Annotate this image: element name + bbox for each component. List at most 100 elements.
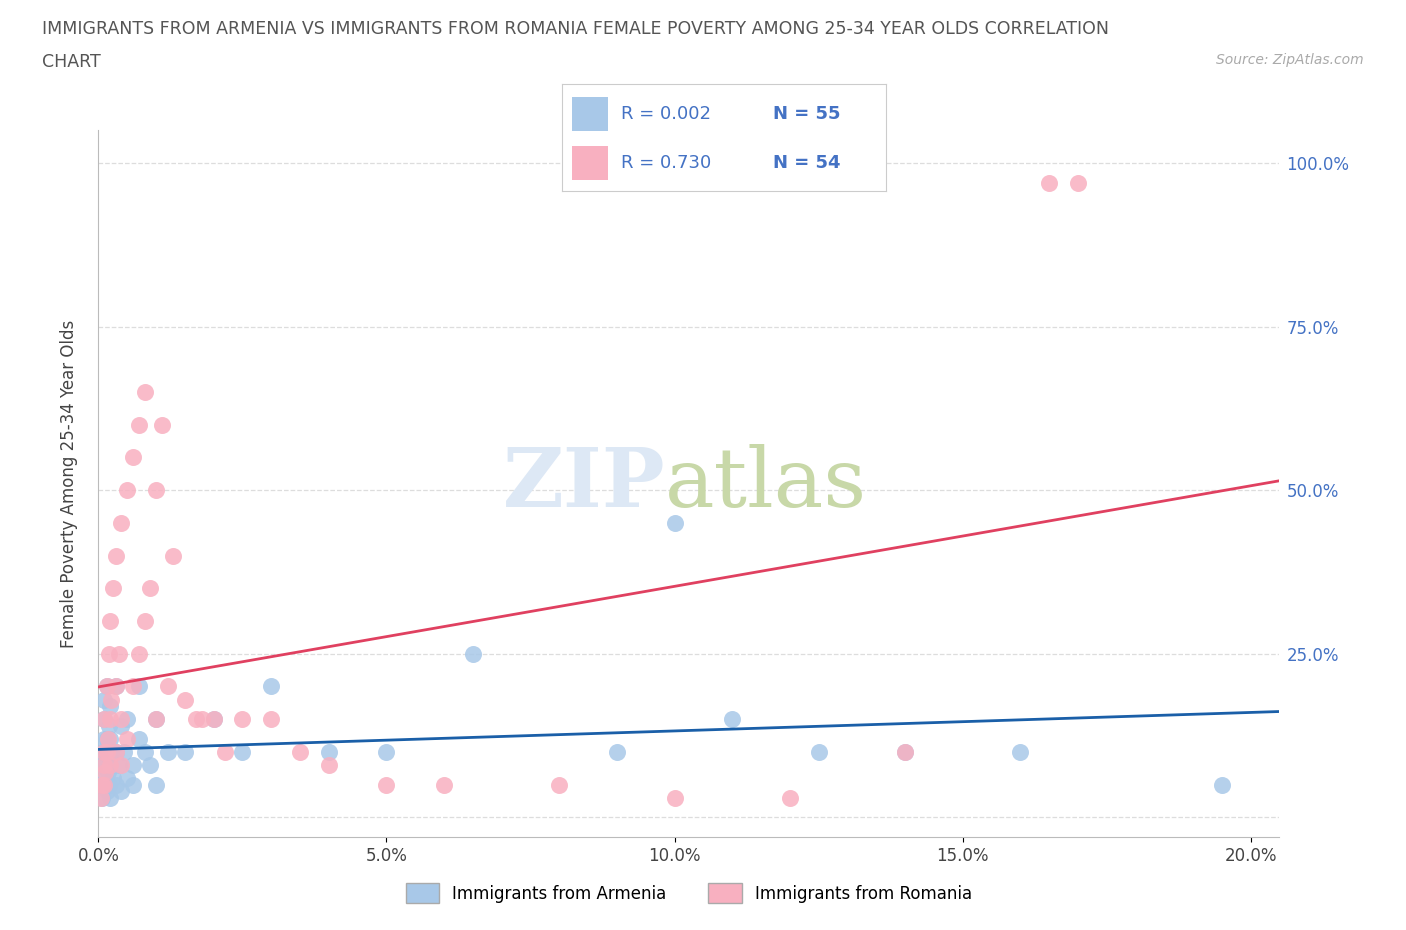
Point: [145, 711, 167, 726]
Point: [173, 745, 195, 760]
Point: [97, 777, 120, 792]
Text: R = 0.002: R = 0.002: [620, 105, 710, 123]
Point: [93, 777, 115, 792]
Point: [134, 745, 156, 760]
Point: [122, 758, 145, 773]
Point: [93, 758, 115, 773]
Point: [231, 745, 253, 760]
Point: [94, 764, 117, 779]
Point: [115, 483, 138, 498]
Point: [100, 745, 122, 760]
Point: [606, 745, 628, 760]
Point: [134, 384, 156, 399]
Text: Source: ZipAtlas.com: Source: ZipAtlas.com: [1216, 53, 1364, 67]
Point: [110, 515, 132, 530]
Point: [96, 679, 118, 694]
Point: [104, 679, 127, 694]
Point: [97, 731, 120, 746]
Point: [150, 418, 173, 432]
Point: [145, 711, 167, 726]
Point: [97, 646, 120, 661]
Point: [122, 450, 145, 465]
Point: [107, 646, 129, 661]
Point: [96, 784, 118, 799]
Point: [93, 731, 115, 746]
Point: [162, 548, 184, 563]
Point: [98, 698, 121, 713]
Point: [461, 646, 484, 661]
Point: [93, 777, 115, 792]
Point: [115, 771, 138, 786]
Point: [104, 777, 127, 792]
Point: [231, 711, 253, 726]
Point: [96, 731, 118, 746]
Point: [90, 758, 112, 773]
Point: [664, 790, 686, 805]
Point: [318, 758, 340, 773]
Point: [288, 745, 311, 760]
Point: [115, 731, 138, 746]
Point: [433, 777, 456, 792]
Text: atlas: atlas: [665, 444, 868, 524]
Point: [110, 758, 132, 773]
Point: [145, 483, 167, 498]
Point: [807, 745, 830, 760]
Point: [894, 745, 917, 760]
Y-axis label: Female Poverty Among 25-34 Year Olds: Female Poverty Among 25-34 Year Olds: [59, 320, 77, 647]
Point: [139, 758, 162, 773]
Point: [186, 711, 208, 726]
Point: [115, 711, 138, 726]
Point: [779, 790, 801, 805]
Point: [260, 679, 283, 694]
Point: [98, 790, 121, 805]
Point: [94, 745, 117, 760]
Point: [122, 777, 145, 792]
Bar: [572, 146, 607, 180]
Point: [191, 711, 214, 726]
Point: [100, 692, 122, 707]
Point: [1067, 175, 1090, 190]
Point: [91, 790, 114, 805]
Point: [128, 731, 150, 746]
Point: [1010, 745, 1032, 760]
Point: [664, 515, 686, 530]
Point: [173, 692, 195, 707]
Point: [93, 711, 115, 726]
Point: [104, 745, 127, 760]
Point: [91, 745, 114, 760]
Point: [548, 777, 571, 792]
Text: N = 54: N = 54: [773, 153, 841, 172]
Point: [98, 718, 121, 733]
Point: [156, 679, 179, 694]
Point: [90, 790, 112, 805]
Point: [96, 745, 118, 760]
Point: [214, 745, 236, 760]
Point: [318, 745, 340, 760]
Point: [260, 711, 283, 726]
Point: [134, 614, 156, 629]
Point: [101, 581, 124, 596]
Point: [202, 711, 225, 726]
Point: [93, 692, 115, 707]
Point: [112, 745, 135, 760]
Point: [1038, 175, 1060, 190]
Point: [101, 771, 124, 786]
Point: [93, 711, 115, 726]
Text: R = 0.730: R = 0.730: [620, 153, 711, 172]
Point: [98, 731, 121, 746]
Point: [128, 679, 150, 694]
Point: [375, 777, 398, 792]
Text: N = 55: N = 55: [773, 105, 841, 123]
Point: [110, 711, 132, 726]
Point: [98, 758, 121, 773]
Point: [139, 581, 162, 596]
Point: [107, 758, 129, 773]
Text: IMMIGRANTS FROM ARMENIA VS IMMIGRANTS FROM ROMANIA FEMALE POVERTY AMONG 25-34 YE: IMMIGRANTS FROM ARMENIA VS IMMIGRANTS FR…: [42, 20, 1109, 38]
Point: [128, 418, 150, 432]
Point: [93, 745, 115, 760]
Point: [145, 777, 167, 792]
Legend: Immigrants from Armenia, Immigrants from Romania: Immigrants from Armenia, Immigrants from…: [399, 876, 979, 910]
Point: [128, 646, 150, 661]
Point: [97, 764, 120, 779]
Point: [122, 679, 145, 694]
